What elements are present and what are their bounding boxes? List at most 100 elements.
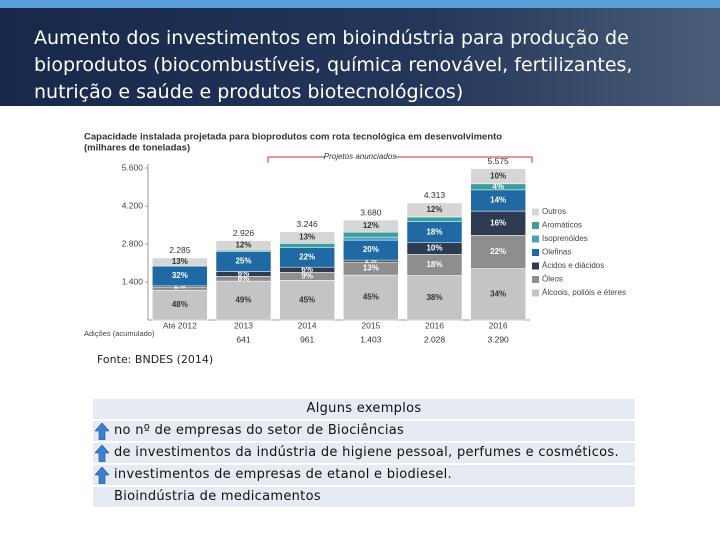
bar-segment <box>215 240 272 251</box>
legend-label: Olefinas <box>542 248 571 257</box>
row-text: de investimentos da indústria de higiene… <box>114 445 619 460</box>
bar-segment <box>152 289 208 321</box>
x-tick-label: 2016 <box>425 320 444 330</box>
legend-label: Aromáticos <box>542 221 582 230</box>
header: Aumento dos investimentos em bioindústri… <box>0 0 720 106</box>
segment-label: 6% <box>238 269 250 278</box>
table-header: Alguns exemplos <box>93 399 635 419</box>
segment-label: 9% <box>301 271 313 280</box>
bar-segment <box>406 275 463 321</box>
segment-label: 12% <box>235 240 251 249</box>
legend-label: Ácidos e diácidos <box>542 261 604 270</box>
bar-segment <box>406 216 463 222</box>
segment-label: 49% <box>235 296 251 305</box>
x-tick-label: Até 2012 <box>163 320 197 330</box>
table-row: Bioindústria de medicamentos <box>93 487 635 507</box>
up-arrow-icon <box>95 445 109 462</box>
row-text: Bioindústria de medicamentos <box>114 489 321 504</box>
x-tick-label: 2013 <box>234 320 253 330</box>
row-text: investimentos de empresas de etanol e bi… <box>114 467 452 482</box>
segment-label: 22% <box>490 247 506 256</box>
total-label: 3.246 <box>297 219 319 229</box>
table-row: no nº de empresas do setor de Biociência… <box>93 421 635 441</box>
legend-swatch <box>532 262 539 270</box>
bar-segment <box>279 243 335 249</box>
segment-label: 10% <box>426 244 442 253</box>
segment-label: 6% <box>301 265 313 274</box>
table-row: de investimentos da indústria de higiene… <box>93 443 635 463</box>
y-tick-label: 2.800 <box>122 238 144 248</box>
bar-segment <box>406 202 463 218</box>
table-row: investimentos de empresas de etanol e bi… <box>93 465 635 485</box>
segment-label: 6% <box>238 274 250 283</box>
segment-label: 4% <box>492 182 504 191</box>
x-tick-label: 2015 <box>361 320 380 330</box>
segment-label: 2% <box>365 256 377 265</box>
legend-swatch <box>532 276 539 283</box>
segment-label: 48% <box>172 300 188 309</box>
total-label: 4.313 <box>424 190 446 200</box>
bar-segment <box>470 235 526 269</box>
segment-label: 38% <box>426 293 442 302</box>
segment-label: 13% <box>363 264 379 273</box>
segment-label: 14% <box>490 196 506 205</box>
segment-label: 13% <box>299 233 315 242</box>
legend-swatch <box>532 222 539 229</box>
total-label: 5.575 <box>488 156 510 166</box>
annotation-bg <box>325 152 395 162</box>
segment-label: 13% <box>172 257 188 266</box>
bar-segment <box>470 210 526 236</box>
bar-segment <box>152 257 208 267</box>
annotation: Projetos anunciados <box>324 152 397 161</box>
segment-label: 34% <box>490 289 506 298</box>
segment-label: 18% <box>426 260 442 269</box>
y-tick-label: 4.200 <box>122 200 144 210</box>
legend-swatch <box>532 289 539 297</box>
additions-label: Adições (acumulado) <box>84 329 155 338</box>
legend-label: Álcoois, polióis e éteres <box>542 288 626 297</box>
segment-label: 32% <box>172 271 188 280</box>
annotation-bracket <box>267 156 533 163</box>
segment-label: 22% <box>299 253 315 262</box>
bar-segment <box>279 280 335 321</box>
addition-label: 3.290 <box>488 334 510 344</box>
segment-label: 18% <box>426 227 442 236</box>
chart-title: Capacidade instalada projetada para biop… <box>84 132 502 143</box>
segment-label: 45% <box>363 293 379 302</box>
slide-title: Aumento dos investimentos em bioindústri… <box>34 27 633 103</box>
bar-segment <box>343 219 399 233</box>
legend-label: Isoprenóides <box>542 234 588 243</box>
addition-label: 2.028 <box>424 334 446 344</box>
addition-label: 1.403 <box>360 334 382 344</box>
segment-label: 20% <box>363 245 379 254</box>
bar-segment <box>279 231 335 244</box>
total-label: 2.285 <box>169 245 191 255</box>
table: Alguns exemplos no nº de empresas do set… <box>93 399 635 509</box>
addition-label: 641 <box>236 334 250 344</box>
segment-label: 25% <box>235 257 251 266</box>
addition-label: 961 <box>300 334 314 344</box>
segment-label: 45% <box>299 295 315 304</box>
bar-segment <box>470 268 526 321</box>
up-arrow-icon <box>95 467 109 484</box>
row-text: no nº de empresas do setor de Biociência… <box>114 423 405 438</box>
legend-label: Óleos <box>542 275 563 284</box>
segment-label: 12% <box>363 221 379 230</box>
bar-segment <box>343 236 399 241</box>
source: Fonte: BNDES (2014) <box>97 353 214 366</box>
legend-swatch <box>532 208 539 216</box>
legend-swatch <box>532 249 539 256</box>
segment-label: 16% <box>490 218 506 227</box>
total-label: 3.680 <box>360 207 382 217</box>
total-label: 2.926 <box>233 228 255 238</box>
segment-label: 10% <box>490 171 506 180</box>
x-tick-label: 2016 <box>489 320 508 330</box>
segment-label: 12% <box>426 205 442 214</box>
legend-swatch <box>532 235 539 243</box>
y-tick-label: 5.600 <box>122 162 144 172</box>
x-tick-label: 2014 <box>298 320 317 330</box>
bar-segment <box>470 168 526 185</box>
bar-segment <box>343 231 399 238</box>
